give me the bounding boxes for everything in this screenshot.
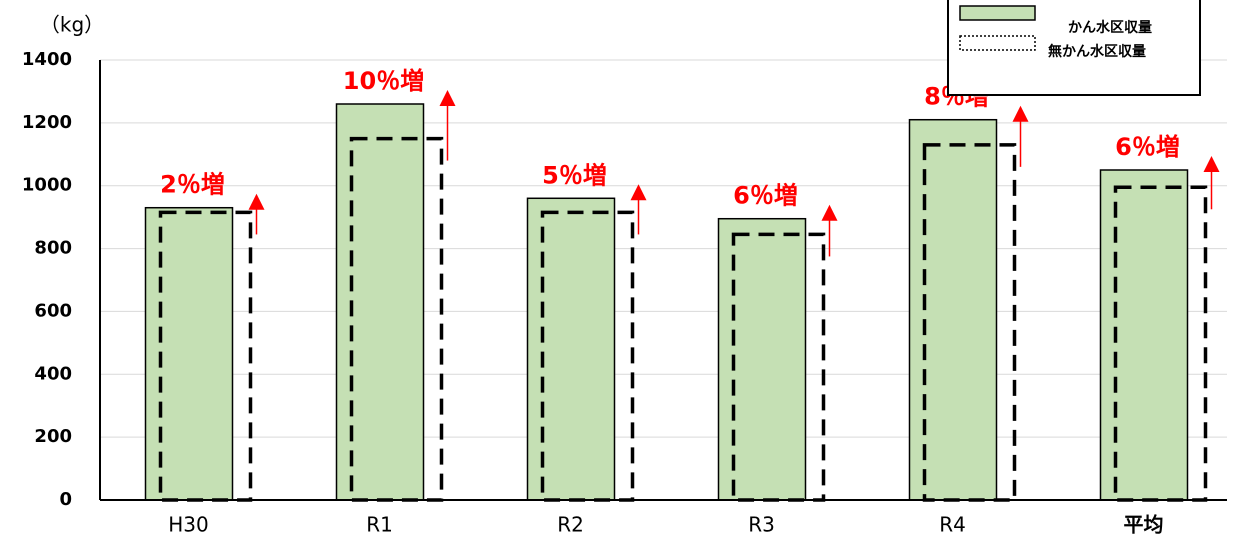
annotation: 10％増 [343, 67, 424, 95]
y-tick-label: 200 [34, 426, 72, 447]
bar [526, 197, 616, 501]
increase-arrow-head [821, 204, 838, 221]
legend-swatch [959, 35, 1036, 51]
y-tick-label: 1200 [22, 112, 72, 133]
annotation: 2％増 [160, 171, 225, 199]
increase-arrow-head [248, 193, 265, 210]
y-tick-label: 1000 [22, 175, 72, 196]
bar [1099, 169, 1189, 501]
x-tick-label: R3 [748, 513, 775, 537]
x-tick-label: R2 [557, 513, 584, 537]
bar [335, 103, 425, 501]
increase-arrow-head [1203, 156, 1220, 172]
y-tick-label: 0 [59, 489, 72, 510]
dashed-bar [540, 210, 635, 502]
x-tick-label: R1 [366, 513, 393, 537]
bar [717, 217, 807, 501]
annotation: 6％増 [733, 182, 798, 210]
y-tick-label: 800 [34, 238, 72, 259]
increase-arrow-head [439, 90, 456, 106]
y-axis-label: （kg） [40, 13, 104, 37]
y-tick-label: 400 [34, 363, 72, 384]
bar [908, 118, 998, 501]
legend-label: 無かん水区収量 [1048, 43, 1146, 60]
x-tick-label: H30 [168, 513, 209, 537]
legend-swatch [959, 5, 1036, 21]
x-tick-label: 平均 [1124, 513, 1164, 537]
y-tick-label: 600 [34, 300, 72, 321]
annotation: 6％増 [1115, 133, 1180, 161]
increase-arrow-head [1012, 105, 1029, 122]
legend-label: かん水区収量 [1068, 19, 1152, 36]
increase-arrow-head [630, 184, 647, 201]
x-tick-label: R4 [939, 513, 966, 537]
dashed-bar [158, 210, 253, 502]
y-tick-label: 1400 [22, 49, 72, 70]
bar [144, 206, 234, 501]
annotation: 5％増 [542, 161, 607, 189]
